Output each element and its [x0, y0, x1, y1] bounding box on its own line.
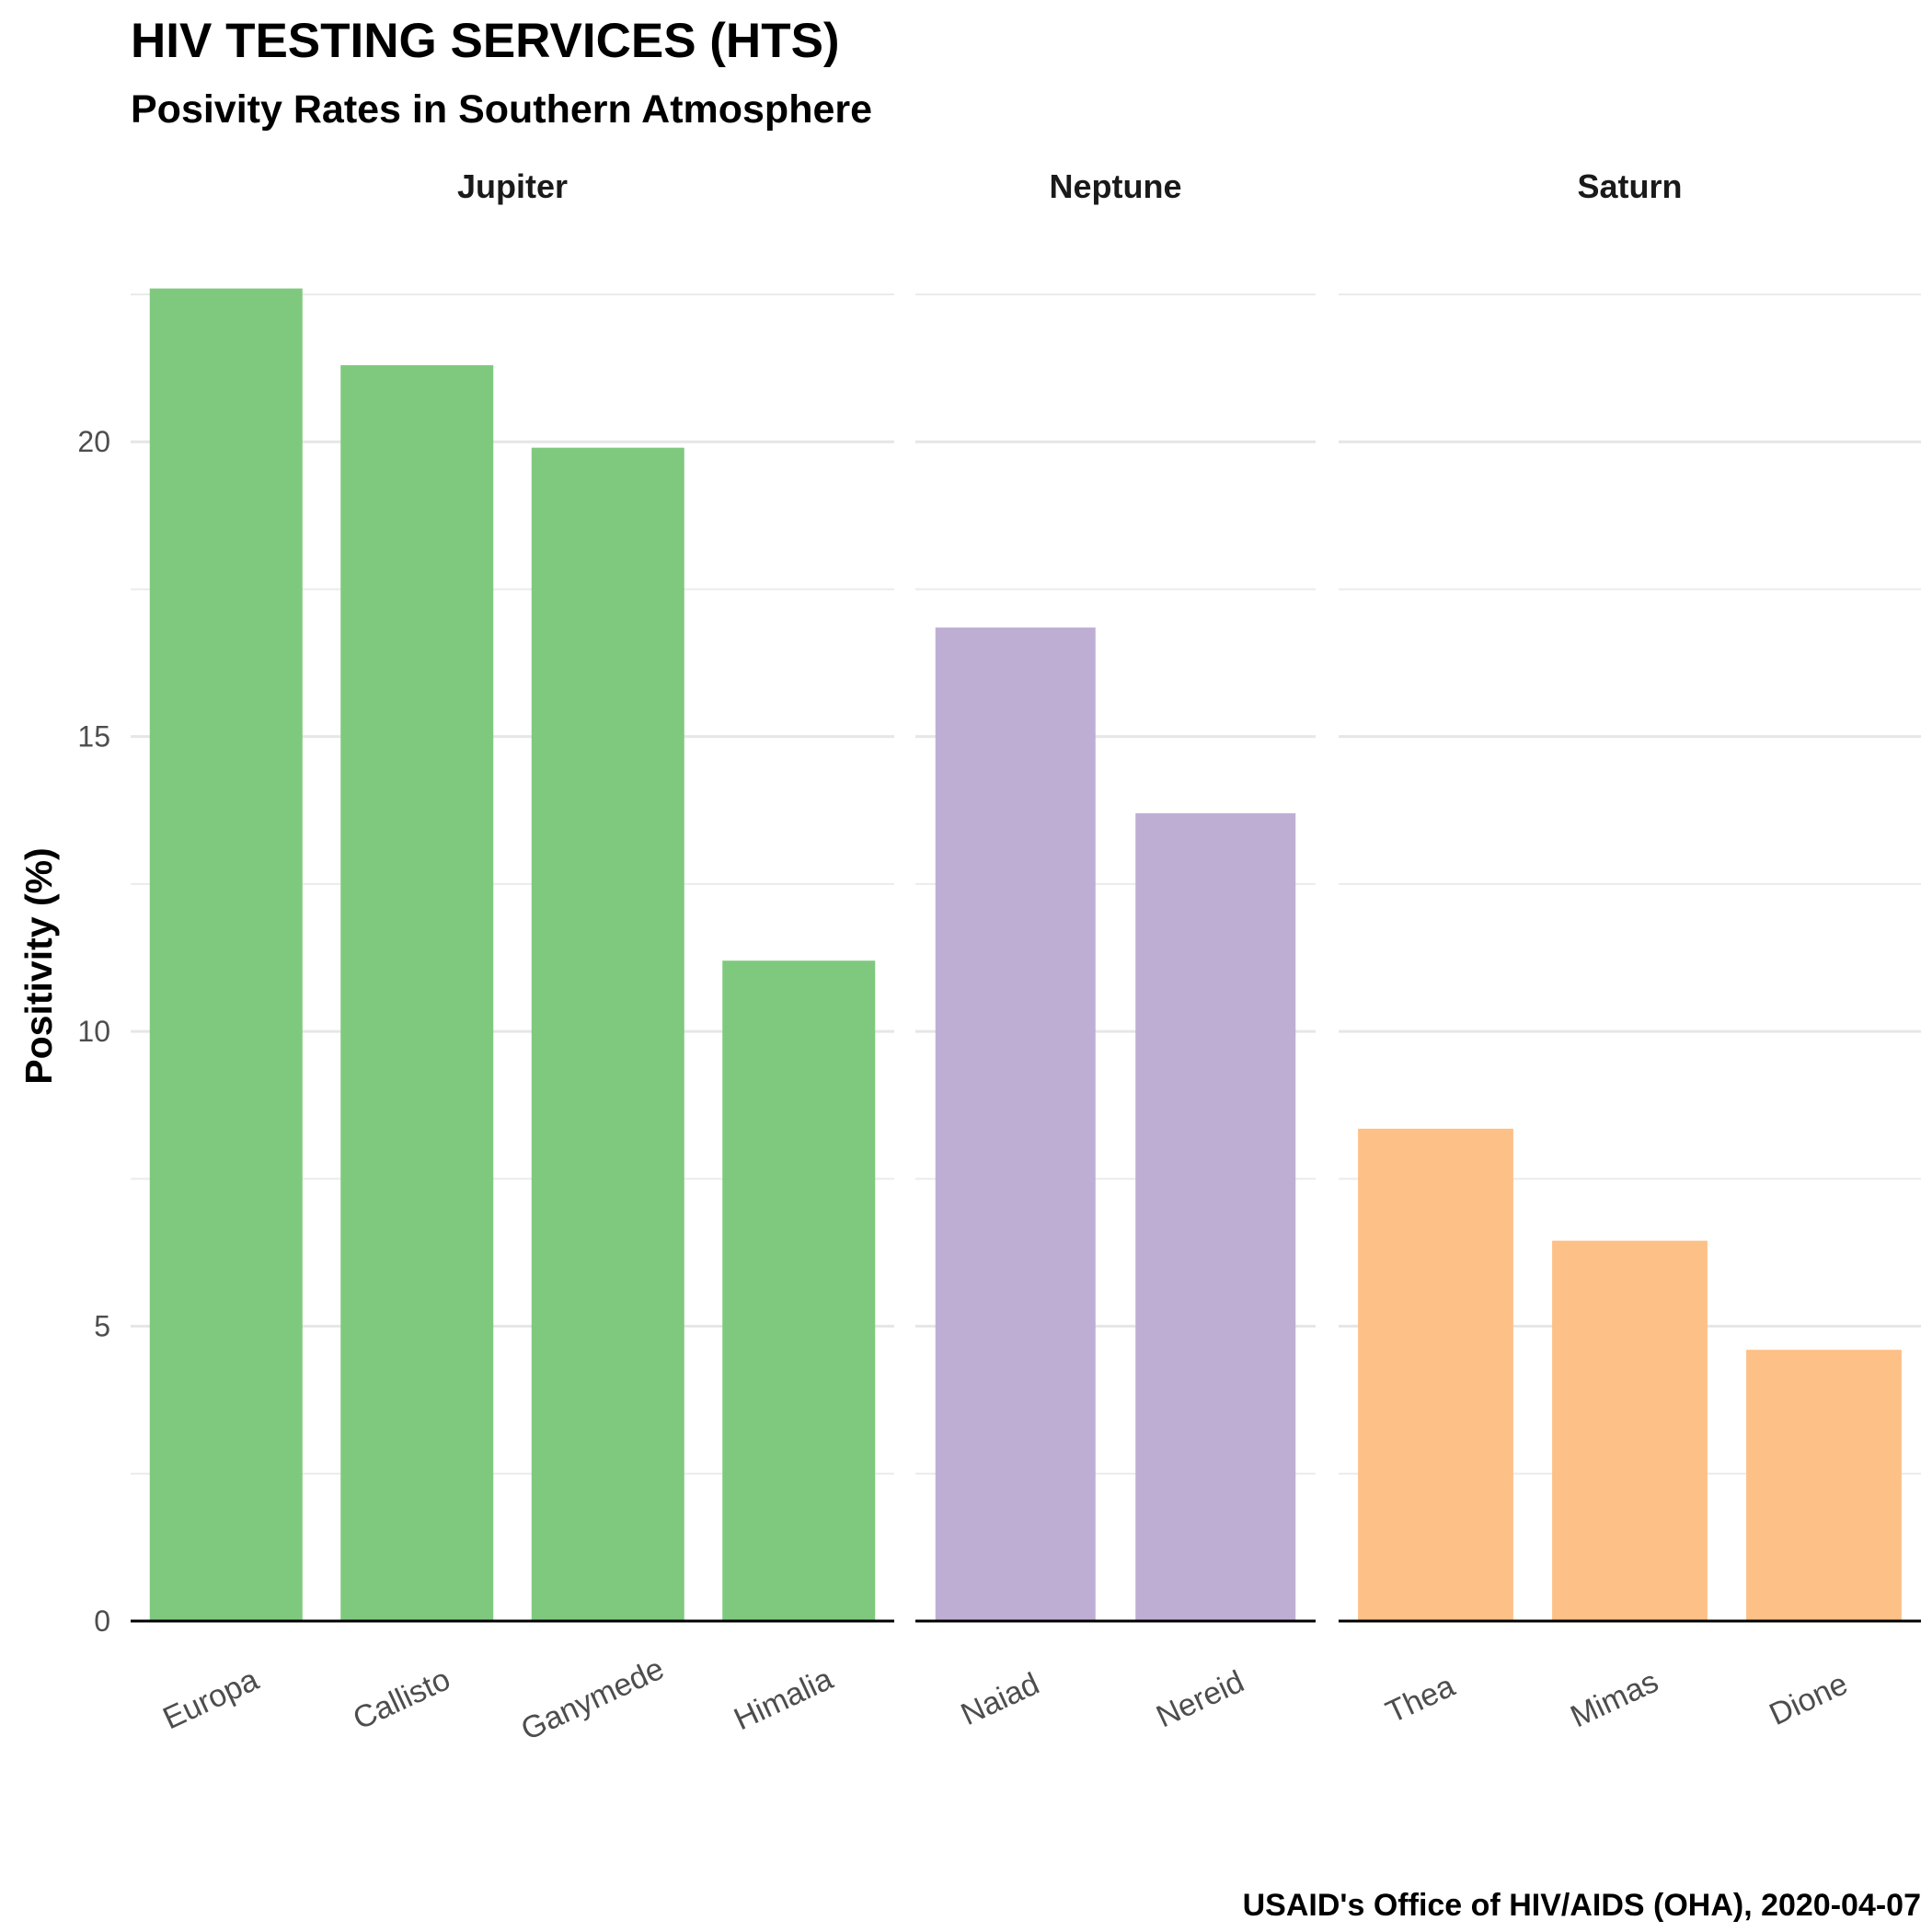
- y-tick-label: 15: [77, 720, 110, 753]
- bar-thea: [1358, 1128, 1513, 1621]
- chart-caption: USAID's Office of HIV/AIDS (OHA), 2020-0…: [1243, 1888, 1921, 1923]
- x-tick-label: Thea: [1381, 1668, 1460, 1730]
- x-tick-label: Callisto: [348, 1662, 455, 1737]
- y-tick-label: 0: [94, 1604, 110, 1638]
- bar-naiad: [935, 627, 1096, 1621]
- x-tick-label: Nereid: [1151, 1664, 1249, 1735]
- facet-label: Saturn: [1577, 167, 1682, 205]
- facet-panel-saturn: Saturn Thea Mimas Dione: [1339, 167, 1921, 1734]
- y-axis-label: Positivity (%): [17, 847, 60, 1084]
- bar-europa: [149, 288, 303, 1622]
- x-tick-label: Europa: [157, 1662, 264, 1737]
- bar-mimas: [1552, 1240, 1708, 1621]
- bar-callisto: [340, 364, 494, 1621]
- x-tick-label: Dione: [1765, 1666, 1854, 1732]
- bar-dione: [1746, 1350, 1902, 1621]
- facet-panel-jupiter: Jupiter Europa Callisto Ganymede Himalia: [131, 167, 894, 1747]
- x-tick-label: Himalia: [729, 1662, 838, 1737]
- y-tick-label: 20: [77, 425, 110, 458]
- y-tick-label: 10: [77, 1015, 110, 1048]
- x-tick-label: Ganymede: [516, 1651, 670, 1748]
- x-tick-label: Mimas: [1565, 1664, 1663, 1735]
- facet-label: Neptune: [1050, 167, 1182, 205]
- chart-title: HIV TESTING SERVICES (HTS): [131, 14, 840, 68]
- facet-panel-neptune: Neptune Naiad Nereid: [915, 167, 1316, 1734]
- bar-nereid: [1135, 812, 1296, 1621]
- facet-label: Jupiter: [457, 167, 568, 205]
- y-tick-label: 5: [94, 1310, 110, 1343]
- bar-himalia: [722, 960, 876, 1621]
- plot-area: 0 5 10 15 20 Jupiter Europa Callisto Ganymede Him…: [77, 167, 1921, 1747]
- chart-subtitle: Posivity Rates in Southern Atmosphere: [131, 87, 872, 132]
- bar-ganymede: [531, 447, 684, 1621]
- x-tick-label: Naiad: [956, 1666, 1045, 1732]
